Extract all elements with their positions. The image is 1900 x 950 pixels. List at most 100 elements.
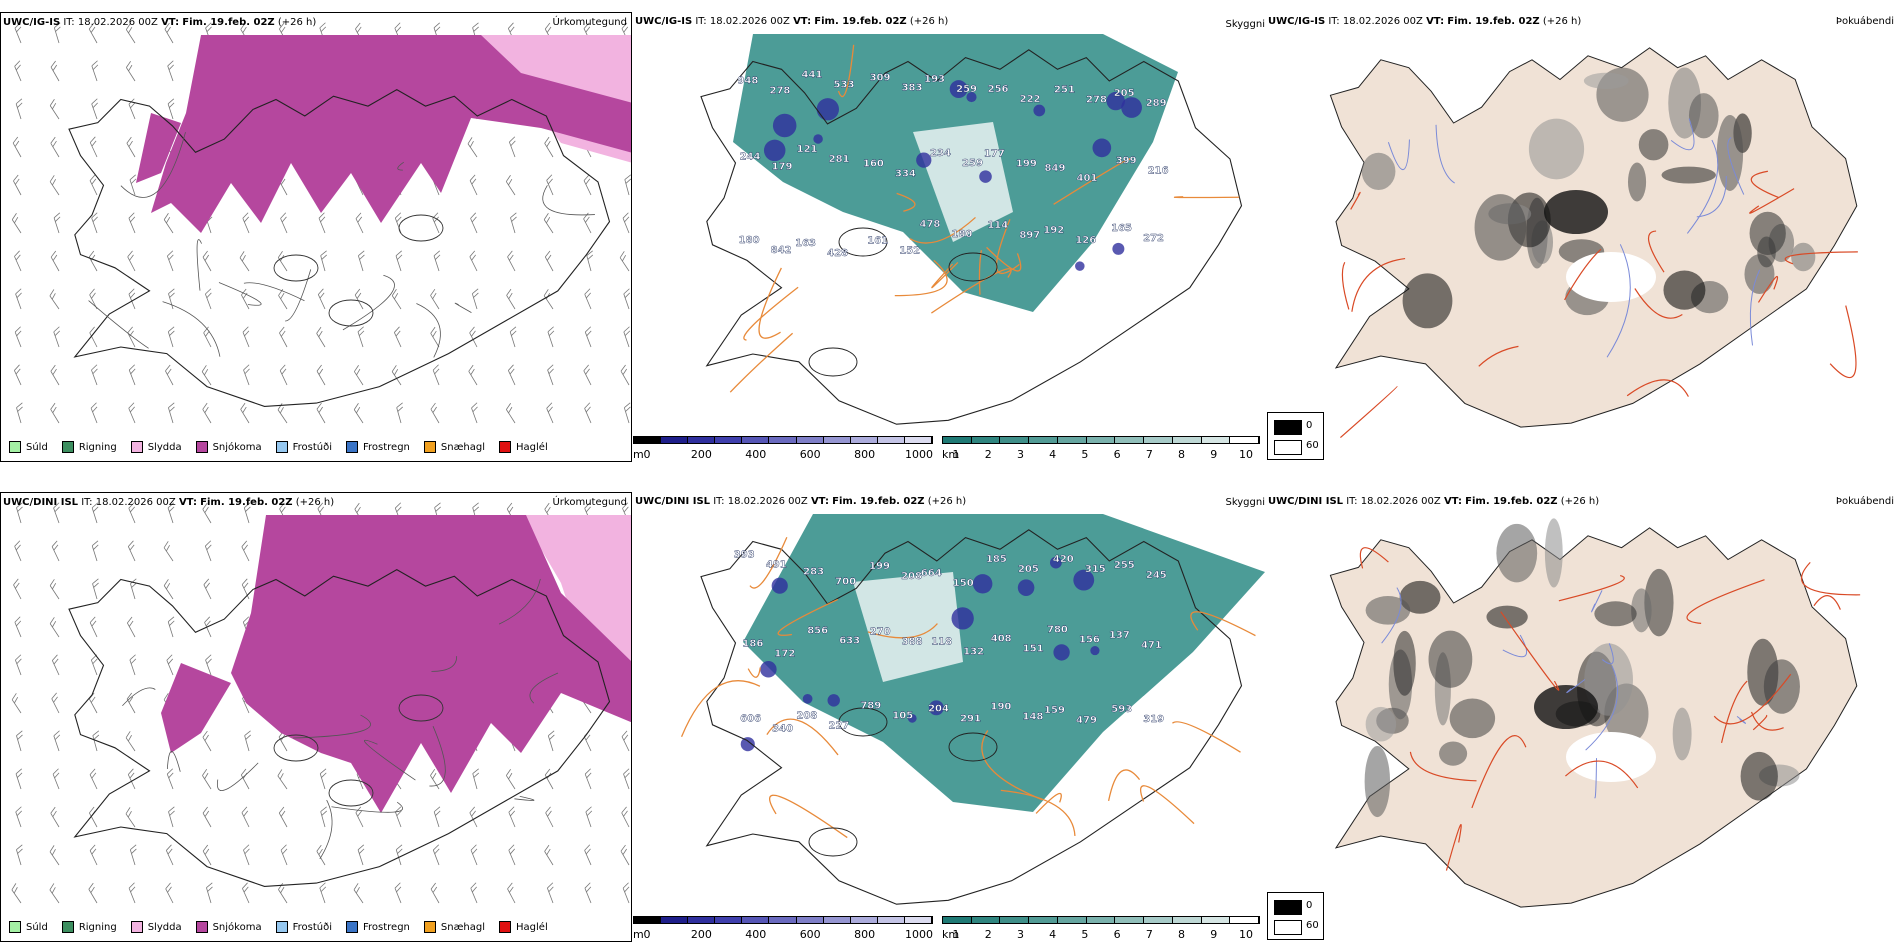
wind-barb: [316, 844, 326, 866]
visibility-value-label: 319: [1143, 714, 1164, 725]
panel-header: UWC/DINI ISL IT: 18.02.2026 00Z VT: Fim.…: [1268, 496, 1599, 507]
colorbar-tick-label: 2: [984, 928, 992, 941]
legend-label: Súld: [26, 921, 48, 933]
visibility-value-label: 479: [1076, 715, 1097, 726]
wind-barb: [202, 250, 212, 272]
legend-swatch: [195, 441, 208, 453]
road-line: [514, 795, 535, 801]
visibility-value-label: 159: [1044, 705, 1065, 716]
fog-legend-swatch: [1274, 440, 1302, 455]
wind-barb: [15, 98, 23, 120]
road-line: [364, 739, 416, 781]
river-line: [1601, 643, 1614, 665]
road-line: [747, 667, 761, 678]
wind-barb: [165, 364, 174, 386]
colorbar-bin: [688, 437, 716, 443]
fog-blob: [1474, 194, 1527, 261]
wind-barb: [506, 288, 516, 310]
river-line: [1387, 139, 1410, 171]
panel-title: Úrkomutegund: [552, 17, 627, 28]
wind-barb: [89, 288, 98, 310]
wind-barb: [394, 882, 402, 904]
wind-barb: [547, 730, 555, 752]
visibility-value-label: 204: [928, 703, 949, 714]
colorbar-strip: [942, 916, 1260, 924]
wind-barb: [622, 212, 630, 234]
fog-blob: [1486, 605, 1528, 629]
run-label: IT:: [695, 16, 707, 27]
wind-barb: [546, 882, 554, 904]
fog-blob: [1584, 643, 1633, 716]
wind-barb: [243, 502, 251, 524]
glacier-outline: [398, 694, 444, 722]
visibility-value-label: 227: [828, 721, 849, 732]
wind-barb: [277, 769, 288, 790]
visibility-value-label: 199: [1016, 159, 1037, 170]
wind-barb: [205, 654, 212, 676]
wind-barb: [128, 502, 136, 524]
panel-header: UWC/DINI ISL IT: 18.02.2026 00Z VT: Fim.…: [3, 497, 334, 508]
wind-barb: [394, 212, 402, 234]
legend-item: Slydda: [130, 921, 182, 933]
road-line: [285, 269, 312, 322]
wind-barb: [505, 175, 516, 196]
legend-swatch: [275, 441, 288, 453]
colorbar-tick-label: 7: [1145, 448, 1153, 461]
visibility-value-label: 334: [895, 169, 916, 180]
colorbar-unit: km: [942, 928, 960, 941]
wind-barb: [357, 844, 365, 866]
low-visibility-patch: [771, 577, 788, 594]
river-line: [1606, 244, 1631, 358]
coastline: [700, 49, 1243, 425]
visibility-value-label: 633: [839, 636, 860, 647]
wind-barb: [395, 806, 402, 828]
wind-barb: [509, 326, 517, 348]
valid-time: Fim. 19.feb. 02Z: [1447, 16, 1540, 27]
fog-legend-label: 60: [1306, 440, 1319, 451]
road-line: [1800, 561, 1861, 596]
wind-barb: [167, 60, 174, 82]
visibility-value-label: 281: [829, 154, 850, 165]
visibility-value-label: 177: [984, 149, 1005, 160]
visibility-value-label: 118: [931, 637, 952, 648]
terrain-height-colorbar: m 0 200 400 600 800 1000: [633, 916, 935, 942]
visibility-value-label: 606: [740, 714, 761, 725]
road-line: [931, 268, 1012, 314]
wind-barb: [430, 326, 440, 348]
wind-barb: [167, 326, 175, 348]
wind-barb: [166, 768, 174, 790]
road-line: [1350, 191, 1361, 210]
colorbar-bin: [1201, 917, 1231, 923]
visibility-value-label: 408: [991, 633, 1012, 644]
wind-barb: [126, 692, 136, 714]
wind-barb: [168, 288, 175, 310]
wind-barb: [241, 540, 250, 562]
wind-barb: [11, 693, 22, 714]
glacier-outline: [273, 734, 319, 762]
road-line: [431, 656, 458, 672]
clear-area: [853, 572, 963, 682]
wind-barb: [353, 883, 364, 904]
wind-barb: [584, 768, 592, 790]
visibility-value-label: 151: [1023, 643, 1044, 654]
wind-barb: [89, 616, 98, 638]
legend-swatch: [499, 441, 512, 453]
wind-barb: [544, 844, 554, 866]
run-label: IT:: [1328, 16, 1340, 27]
fog-blob: [1638, 129, 1669, 161]
low-visibility-patch: [763, 139, 786, 162]
colorbar-bin: [796, 437, 824, 443]
wind-barb: [204, 616, 212, 638]
road-line: [319, 799, 333, 860]
wind-barb: [51, 540, 60, 562]
panel-title: Þokuábendi: [1835, 16, 1894, 27]
wind-barb: [279, 326, 288, 348]
wind-barb: [433, 806, 441, 828]
glacier-outline: [838, 227, 888, 257]
wind-barb: [15, 768, 23, 790]
wind-barb: [241, 806, 250, 828]
wind-barb: [128, 402, 136, 424]
road-line: [729, 332, 794, 393]
legend-label: Frostregn: [363, 441, 410, 453]
wind-barb: [357, 326, 365, 348]
